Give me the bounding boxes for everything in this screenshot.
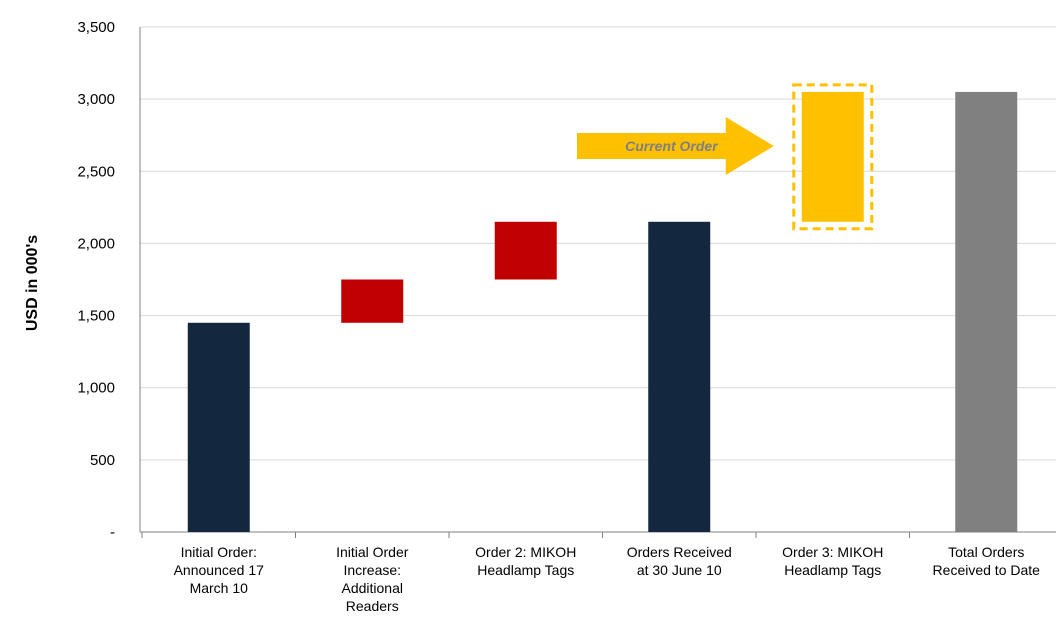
annotation-text: Current Order bbox=[625, 138, 719, 154]
bar-current bbox=[801, 91, 864, 222]
y-tick-label: 3,500 bbox=[77, 19, 115, 36]
y-tick-label: - bbox=[110, 524, 115, 541]
y-axis-label: USD in 000's bbox=[24, 235, 41, 331]
x-category-label-line: Headlamp Tags bbox=[477, 562, 574, 578]
x-category-label-line: Total Orders bbox=[948, 544, 1024, 560]
axes bbox=[139, 27, 1056, 538]
x-category-label: Initial Order: Announced 17 March 10 bbox=[174, 544, 265, 596]
x-category-label-line: Initial Order: bbox=[181, 544, 257, 560]
x-category-label-line: at 30 June 10 bbox=[637, 562, 722, 578]
labels: - 500 1,000 1,500 2,000 2,500 3,000 3,500 Initia… bbox=[77, 19, 1040, 614]
x-category-label-line: Order 2: MIKOH bbox=[475, 544, 576, 560]
bar-increase bbox=[494, 221, 557, 280]
y-tick-label: 2,500 bbox=[77, 163, 115, 180]
x-category-label-line: Received to Date bbox=[933, 562, 1041, 578]
arrow-icon bbox=[577, 117, 774, 175]
x-category-label-line: Headlamp Tags bbox=[784, 562, 881, 578]
current-order-highlight-box bbox=[792, 83, 874, 231]
x-category-label: Order 2: MIKOH Headlamp Tags bbox=[475, 544, 576, 578]
x-category-label-line: March 10 bbox=[190, 580, 249, 596]
x-category-label-line: Initial Order bbox=[336, 544, 409, 560]
x-category-label: Orders Received at 30 June 10 bbox=[627, 544, 732, 578]
x-category-label: Total Orders Received to Date bbox=[933, 544, 1041, 578]
gridlines bbox=[140, 26, 1056, 461]
bars bbox=[187, 83, 1018, 533]
x-category-label-line: Additional bbox=[342, 580, 404, 596]
x-category-label-line: Orders Received bbox=[627, 544, 732, 560]
x-category-label-line: Announced 17 bbox=[174, 562, 265, 578]
bar-increase bbox=[341, 279, 404, 323]
y-tick-label: 2,000 bbox=[77, 235, 115, 252]
x-category-label: Order 3: MIKOH Headlamp Tags bbox=[782, 544, 883, 578]
x-category-label-line: Readers bbox=[346, 598, 399, 614]
x-category-label: Initial Order Increase: Additional Readers bbox=[336, 544, 409, 614]
bar-total bbox=[187, 322, 250, 532]
y-tick-label: 500 bbox=[90, 452, 115, 469]
y-tick-label: 1,000 bbox=[77, 380, 115, 397]
x-category-label-line: Order 3: MIKOH bbox=[782, 544, 883, 560]
y-tick-label: 3,000 bbox=[77, 91, 115, 108]
current-order-annotation: Current Order bbox=[577, 117, 774, 175]
x-category-label-line: Increase: bbox=[343, 562, 401, 578]
bar-total bbox=[955, 91, 1018, 532]
y-tick-label: 1,500 bbox=[77, 308, 115, 325]
bar-total bbox=[648, 221, 711, 533]
